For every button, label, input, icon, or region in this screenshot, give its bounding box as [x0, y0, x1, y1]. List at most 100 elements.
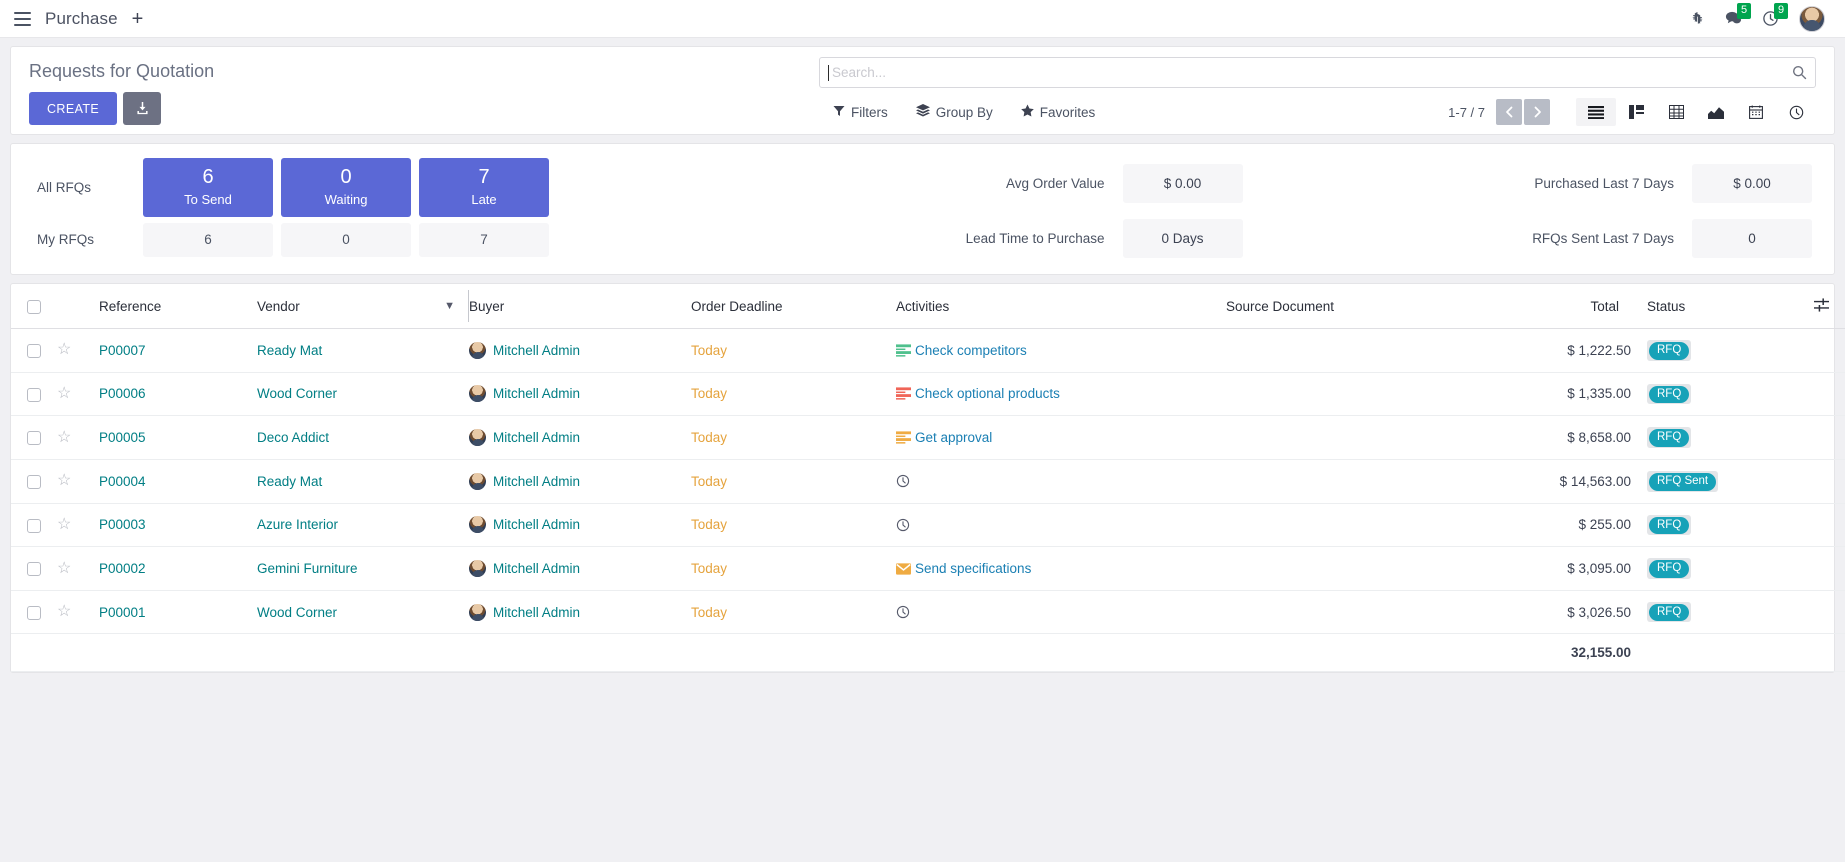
vendor-link[interactable]: Azure Interior	[257, 517, 339, 533]
cell-status[interactable]: RFQ	[1631, 503, 1791, 548]
cell-order-deadline[interactable]: Today	[691, 372, 896, 417]
cell-status[interactable]: RFQ	[1631, 372, 1791, 417]
star-icon[interactable]: ☆	[57, 515, 72, 533]
cell-total[interactable]: $ 8,658.00	[1501, 415, 1631, 460]
cell-vendor[interactable]: Deco Addict	[257, 415, 469, 460]
view-activity-button[interactable]	[1776, 98, 1816, 126]
select-all-checkbox[interactable]	[27, 300, 41, 315]
cell-order-deadline[interactable]: Today	[691, 590, 896, 635]
reference-link[interactable]: P00006	[99, 386, 146, 402]
vendor-link[interactable]: Deco Addict	[257, 430, 330, 446]
cell-status[interactable]: RFQ Sent	[1631, 459, 1791, 504]
header-vendor[interactable]: Vendor ▼	[257, 284, 469, 329]
pager-next-button[interactable]	[1524, 99, 1550, 125]
cell-source-document[interactable]	[1226, 459, 1501, 504]
cell-vendor[interactable]: Azure Interior	[257, 503, 469, 548]
kpi-my-late[interactable]: 7	[419, 223, 549, 257]
kpi-all-late[interactable]: 7 Late	[419, 158, 549, 217]
star-icon[interactable]: ☆	[57, 472, 72, 490]
cell-source-document[interactable]	[1226, 546, 1501, 591]
cell-reference[interactable]: P00005	[99, 415, 257, 460]
table-row[interactable]: ☆ P00006 Wood Corner Mitchell Admin Toda…	[11, 372, 1845, 417]
cell-vendor[interactable]: Gemini Furniture	[257, 546, 469, 591]
view-calendar-button[interactable]	[1736, 98, 1776, 126]
cell-buyer[interactable]: Mitchell Admin	[469, 372, 691, 417]
star-icon[interactable]: ☆	[57, 603, 72, 621]
activity-icon[interactable]	[896, 562, 911, 575]
table-row[interactable]: ☆ P00001 Wood Corner Mitchell Admin Toda…	[11, 590, 1845, 635]
stat-value-avg-order-value[interactable]: $ 0.00	[1122, 164, 1243, 203]
activity-icon[interactable]	[896, 474, 910, 488]
cell-activities[interactable]: Check optional products	[896, 372, 1226, 417]
cell-vendor[interactable]: Wood Corner	[257, 590, 469, 635]
search-box[interactable]	[819, 57, 1816, 88]
cell-vendor[interactable]: Ready Mat	[257, 328, 469, 373]
cell-order-deadline[interactable]: Today	[691, 328, 896, 373]
activities-clock-icon[interactable]: 9	[1762, 3, 1789, 27]
reference-link[interactable]: P00002	[99, 561, 146, 577]
filters-dropdown[interactable]: Filters	[833, 104, 888, 120]
activity-icon[interactable]	[896, 387, 911, 401]
cell-buyer[interactable]: Mitchell Admin	[469, 459, 691, 504]
messages-icon[interactable]: 5	[1725, 3, 1752, 27]
table-row[interactable]: ☆ P00005 Deco Addict Mitchell Admin Toda…	[11, 415, 1845, 460]
table-row[interactable]: ☆ P00004 Ready Mat Mitchell Admin Today …	[11, 459, 1845, 504]
cell-source-document[interactable]	[1226, 372, 1501, 417]
kpi-my-to-send[interactable]: 6	[143, 223, 273, 257]
row-checkbox[interactable]	[27, 387, 41, 402]
header-status[interactable]: Status	[1631, 284, 1791, 329]
reference-link[interactable]: P00004	[99, 473, 146, 489]
view-graph-button[interactable]	[1696, 98, 1736, 126]
activity-label[interactable]: Get approval	[915, 430, 993, 446]
buyer-name[interactable]: Mitchell Admin	[493, 517, 581, 533]
kpi-my-waiting[interactable]: 0	[281, 223, 411, 257]
activity-label[interactable]: Check optional products	[915, 386, 1060, 402]
favorites-dropdown[interactable]: Favorites	[1020, 104, 1095, 120]
groupby-dropdown[interactable]: Group By	[915, 104, 993, 120]
cell-total[interactable]: $ 3,095.00	[1501, 546, 1631, 591]
header-reference[interactable]: Reference	[99, 284, 257, 329]
pager-previous-button[interactable]	[1496, 99, 1522, 125]
import-download-button[interactable]	[123, 92, 162, 125]
view-kanban-button[interactable]	[1616, 98, 1656, 126]
buyer-name[interactable]: Mitchell Admin	[493, 604, 581, 620]
activity-label[interactable]: Check competitors	[915, 342, 1027, 358]
new-record-plus-icon[interactable]: +	[131, 7, 144, 30]
header-total[interactable]: Total	[1501, 284, 1631, 329]
cell-source-document[interactable]	[1226, 503, 1501, 548]
cell-buyer[interactable]: Mitchell Admin	[469, 503, 691, 548]
cell-status[interactable]: RFQ	[1631, 546, 1791, 591]
cell-reference[interactable]: P00007	[99, 328, 257, 373]
star-icon[interactable]: ☆	[57, 384, 72, 402]
hamburger-icon[interactable]	[14, 11, 31, 26]
row-checkbox[interactable]	[27, 474, 41, 489]
cell-buyer[interactable]: Mitchell Admin	[469, 415, 691, 460]
cell-activities[interactable]	[896, 459, 1226, 504]
avatar[interactable]	[1799, 5, 1825, 32]
cell-status[interactable]: RFQ	[1631, 328, 1791, 373]
cell-status[interactable]: RFQ	[1631, 415, 1791, 460]
reference-link[interactable]: P00003	[99, 517, 146, 533]
cell-activities[interactable]: Send specifications	[896, 546, 1226, 591]
vendor-link[interactable]: Ready Mat	[257, 473, 323, 489]
cell-vendor[interactable]: Ready Mat	[257, 459, 469, 504]
cell-source-document[interactable]	[1226, 590, 1501, 635]
activity-icon[interactable]	[896, 605, 910, 619]
search-input[interactable]	[830, 64, 1792, 81]
cell-status[interactable]: RFQ	[1631, 590, 1791, 635]
star-icon[interactable]: ☆	[57, 341, 72, 359]
cell-order-deadline[interactable]: Today	[691, 546, 896, 591]
header-activities[interactable]: Activities	[896, 284, 1226, 329]
cell-reference[interactable]: P00004	[99, 459, 257, 504]
reference-link[interactable]: P00005	[99, 430, 146, 446]
vendor-link[interactable]: Gemini Furniture	[257, 561, 358, 577]
view-pivot-button[interactable]	[1656, 98, 1696, 126]
header-order-deadline[interactable]: Order Deadline	[691, 284, 896, 329]
row-checkbox[interactable]	[27, 344, 41, 359]
cell-activities[interactable]	[896, 503, 1226, 548]
cell-reference[interactable]: P00006	[99, 372, 257, 417]
activity-label[interactable]: Send specifications	[915, 561, 1032, 577]
column-options-icon[interactable]	[1813, 298, 1829, 315]
stat-value-lead-time-to-purchase[interactable]: 0 Days	[1122, 219, 1243, 258]
kpi-all-to-send[interactable]: 6 To Send	[143, 158, 273, 217]
